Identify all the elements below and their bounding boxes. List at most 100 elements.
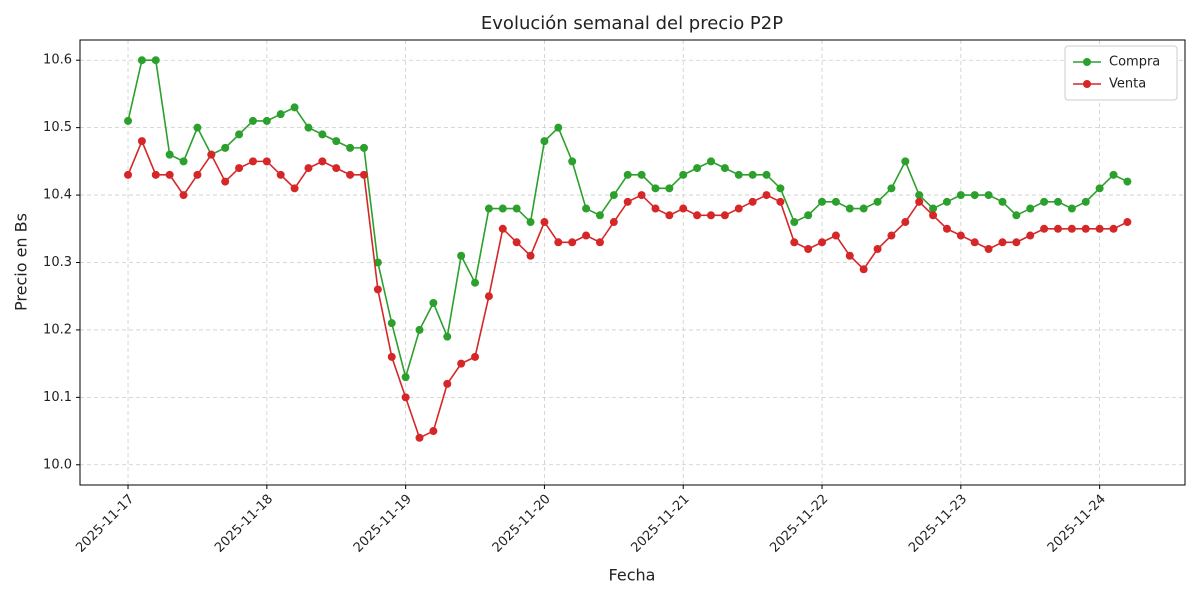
marker	[568, 157, 577, 166]
marker	[124, 116, 133, 125]
x-tick-label: 2025-11-23	[906, 492, 970, 556]
marker	[165, 150, 174, 159]
marker	[165, 170, 174, 179]
marker	[193, 123, 202, 132]
marker	[637, 170, 646, 179]
marker	[471, 278, 480, 287]
marker	[831, 197, 840, 206]
marker	[276, 110, 285, 119]
marker	[859, 265, 868, 274]
marker	[929, 204, 938, 213]
marker	[457, 251, 466, 260]
marker	[637, 191, 646, 200]
marker	[262, 116, 271, 125]
legend-marker	[1083, 58, 1091, 66]
marker	[679, 204, 688, 213]
marker	[415, 433, 424, 442]
marker	[262, 157, 271, 166]
marker	[1040, 224, 1049, 233]
marker	[235, 130, 244, 139]
marker	[818, 197, 827, 206]
marker	[193, 170, 202, 179]
legend-box	[1064, 45, 1178, 101]
marker	[554, 123, 563, 132]
marker	[762, 191, 771, 200]
x-axis-label: Fecha	[609, 566, 656, 585]
marker	[151, 56, 160, 65]
marker	[1053, 197, 1062, 206]
x-tick-label: 2025-11-20	[490, 492, 554, 556]
marker	[582, 204, 591, 213]
marker	[1067, 204, 1076, 213]
marker	[137, 56, 146, 65]
marker	[471, 352, 480, 361]
marker	[776, 197, 785, 206]
marker	[137, 137, 146, 146]
marker	[998, 197, 1007, 206]
marker	[429, 427, 438, 436]
legend-label: Compra	[1109, 55, 1160, 70]
marker	[1081, 197, 1090, 206]
marker	[498, 224, 507, 233]
marker	[248, 157, 257, 166]
marker	[387, 352, 396, 361]
marker	[124, 170, 133, 179]
marker	[554, 238, 563, 247]
marker	[484, 204, 493, 213]
marker	[1026, 231, 1035, 240]
marker	[373, 258, 382, 267]
marker	[970, 191, 979, 200]
marker	[415, 325, 424, 334]
y-tick-label: 10.6	[43, 53, 72, 68]
marker	[609, 191, 618, 200]
marker	[790, 238, 799, 247]
marker	[693, 211, 702, 220]
marker	[248, 116, 257, 125]
marker	[1095, 184, 1104, 193]
line	[127, 139, 1128, 439]
marker	[359, 170, 368, 179]
marker	[1123, 177, 1132, 186]
marker	[498, 204, 507, 213]
marker	[804, 211, 813, 220]
marker	[623, 197, 632, 206]
marker	[457, 359, 466, 368]
legend-label: Venta	[1109, 77, 1146, 92]
marker	[235, 164, 244, 173]
marker	[540, 218, 549, 227]
x-tick-label: 2025-11-24	[1045, 492, 1109, 556]
marker	[1109, 170, 1118, 179]
marker	[831, 231, 840, 240]
marker	[915, 197, 924, 206]
marker	[929, 211, 938, 220]
marker	[915, 191, 924, 200]
marker	[706, 211, 715, 220]
marker	[623, 170, 632, 179]
x-tick-label: 2025-11-17	[73, 492, 137, 556]
marker	[956, 191, 965, 200]
y-tick-label: 10.4	[43, 188, 72, 203]
marker	[887, 231, 896, 240]
marker	[804, 245, 813, 254]
x-tick-label: 2025-11-22	[767, 492, 831, 556]
marker	[901, 218, 910, 227]
marker	[221, 143, 230, 152]
marker	[443, 332, 452, 341]
marker	[540, 137, 549, 146]
x-tick-label: 2025-11-18	[212, 492, 276, 556]
y-axis-label: Precio en Bs	[12, 213, 31, 311]
legend-marker	[1083, 80, 1091, 88]
marker	[346, 143, 355, 152]
marker	[984, 245, 993, 254]
marker	[1040, 197, 1049, 206]
marker	[332, 164, 341, 173]
marker	[1067, 224, 1076, 233]
marker	[221, 177, 230, 186]
marker	[901, 157, 910, 166]
marker	[179, 157, 188, 166]
marker	[720, 211, 729, 220]
marker	[290, 184, 299, 193]
marker	[706, 157, 715, 166]
